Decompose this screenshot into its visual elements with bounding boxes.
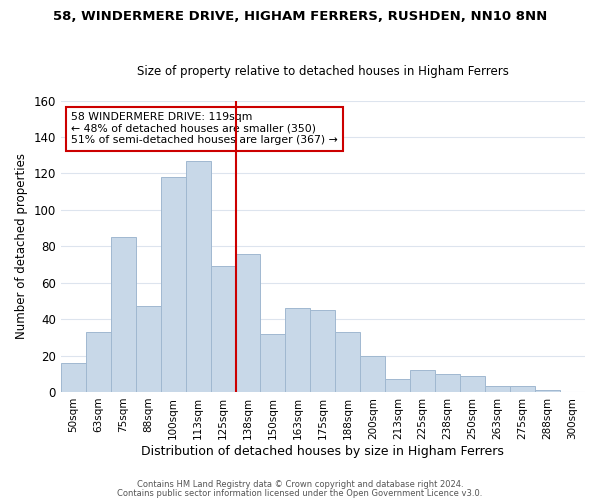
Bar	[236, 254, 260, 392]
Bar	[161, 177, 185, 392]
Bar	[286, 308, 310, 392]
Bar	[435, 374, 460, 392]
Bar	[211, 266, 236, 392]
Bar	[260, 334, 286, 392]
Text: Contains public sector information licensed under the Open Government Licence v3: Contains public sector information licen…	[118, 488, 482, 498]
Bar	[310, 310, 335, 392]
Title: Size of property relative to detached houses in Higham Ferrers: Size of property relative to detached ho…	[137, 66, 509, 78]
Bar	[361, 356, 385, 392]
Y-axis label: Number of detached properties: Number of detached properties	[15, 153, 28, 339]
Bar	[485, 386, 510, 392]
Text: 58, WINDERMERE DRIVE, HIGHAM FERRERS, RUSHDEN, NN10 8NN: 58, WINDERMERE DRIVE, HIGHAM FERRERS, RU…	[53, 10, 547, 23]
Bar	[410, 370, 435, 392]
Bar	[86, 332, 111, 392]
Bar	[335, 332, 361, 392]
Text: 58 WINDERMERE DRIVE: 119sqm
← 48% of detached houses are smaller (350)
51% of se: 58 WINDERMERE DRIVE: 119sqm ← 48% of det…	[71, 112, 338, 146]
X-axis label: Distribution of detached houses by size in Higham Ferrers: Distribution of detached houses by size …	[142, 444, 505, 458]
Bar	[185, 160, 211, 392]
Bar	[385, 379, 410, 392]
Bar	[460, 376, 485, 392]
Bar	[510, 386, 535, 392]
Bar	[111, 237, 136, 392]
Bar	[136, 306, 161, 392]
Bar	[535, 390, 560, 392]
Text: Contains HM Land Registry data © Crown copyright and database right 2024.: Contains HM Land Registry data © Crown c…	[137, 480, 463, 489]
Bar	[61, 363, 86, 392]
